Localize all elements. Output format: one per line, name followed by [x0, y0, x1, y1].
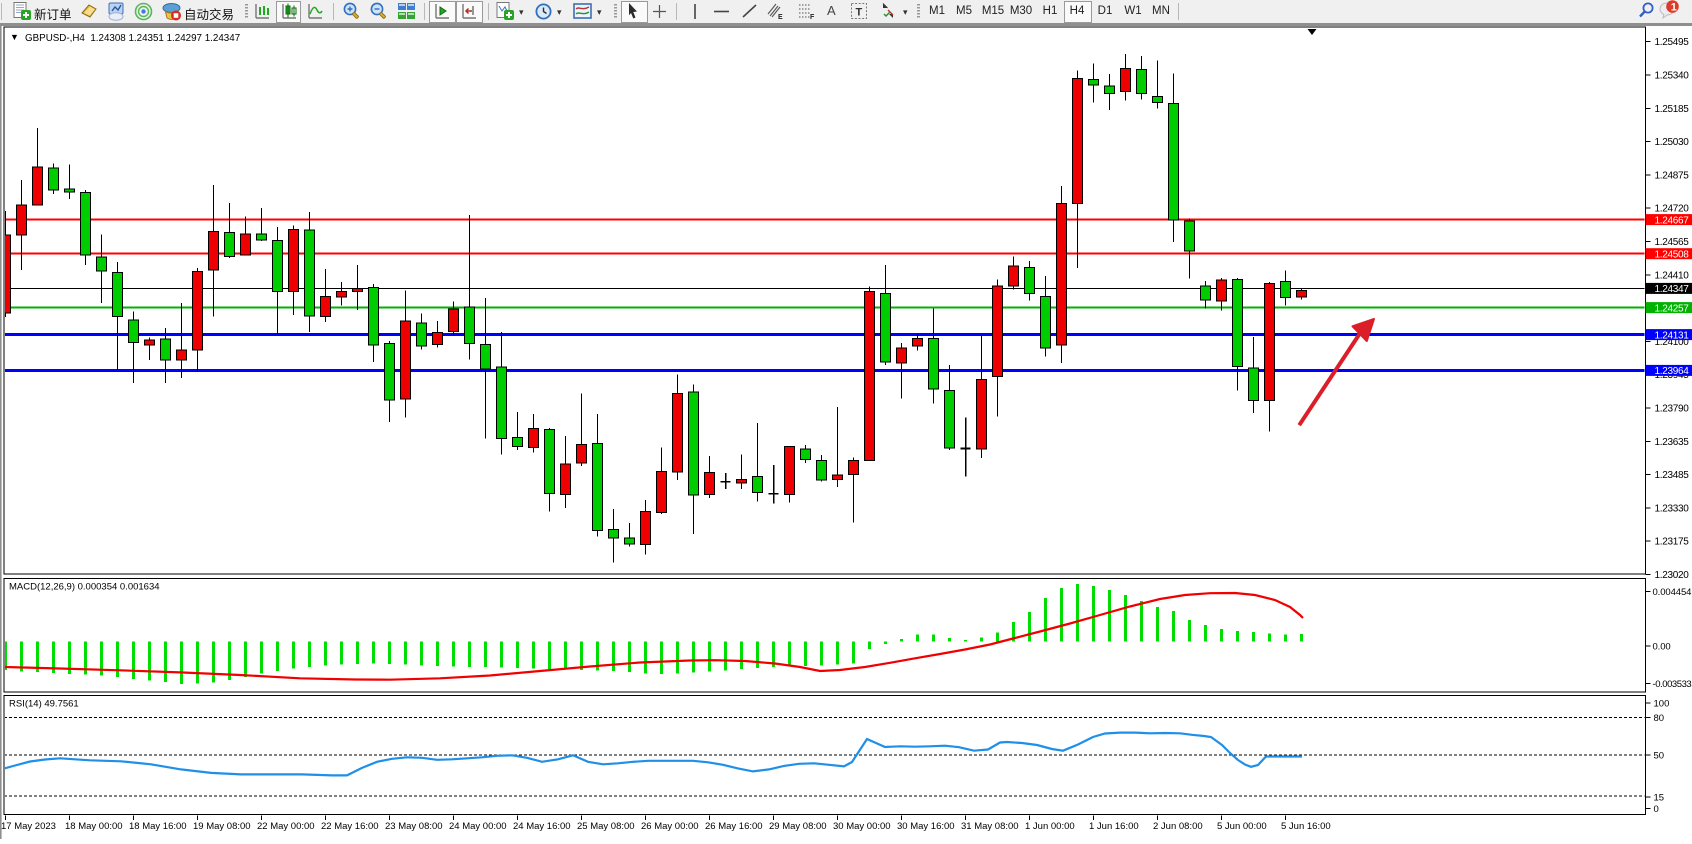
svg-text:1.24131: 1.24131 — [1655, 330, 1690, 341]
svg-text:29 May 08:00: 29 May 08:00 — [769, 821, 827, 832]
svg-text:50: 50 — [1654, 751, 1665, 762]
svg-text:1.24508: 1.24508 — [1655, 250, 1690, 261]
svg-text:1.24410: 1.24410 — [1655, 270, 1690, 281]
svg-text:17 May 2023: 17 May 2023 — [1, 821, 56, 832]
svg-text:80: 80 — [1654, 713, 1665, 724]
svg-text:5 Jun 00:00: 5 Jun 00:00 — [1217, 821, 1267, 832]
svg-text:23 May 08:00: 23 May 08:00 — [385, 821, 443, 832]
svg-text:1.24347: 1.24347 — [1655, 284, 1690, 295]
svg-text:▼: ▼ — [10, 32, 19, 42]
svg-text:1.24667: 1.24667 — [1655, 215, 1690, 226]
svg-text:0.004454: 0.004454 — [1653, 587, 1692, 598]
svg-text:18 May 00:00: 18 May 00:00 — [65, 821, 123, 832]
svg-text:18 May 16:00: 18 May 16:00 — [129, 821, 187, 832]
svg-text:1.25495: 1.25495 — [1655, 37, 1690, 48]
svg-text:30 May 16:00: 30 May 16:00 — [897, 821, 955, 832]
svg-text:1.23330: 1.23330 — [1655, 503, 1690, 514]
svg-text:5 Jun 16:00: 5 Jun 16:00 — [1281, 821, 1331, 832]
svg-text:GBPUSD-,H4 1.24308 1.24351 1.: GBPUSD-,H4 1.24308 1.24351 1.24297 1.243… — [25, 33, 240, 44]
svg-text:24 May 16:00: 24 May 16:00 — [513, 821, 571, 832]
svg-text:1.25030: 1.25030 — [1655, 137, 1690, 148]
svg-text:1 Jun 00:00: 1 Jun 00:00 — [1025, 821, 1075, 832]
svg-text:30 May 00:00: 30 May 00:00 — [833, 821, 891, 832]
svg-text:1.25185: 1.25185 — [1655, 104, 1690, 115]
svg-text:1.25340: 1.25340 — [1655, 71, 1690, 82]
svg-text:F: F — [810, 14, 815, 21]
svg-text:-0.003533: -0.003533 — [1653, 679, 1692, 690]
svg-text:25 May 08:00: 25 May 08:00 — [577, 821, 635, 832]
svg-text:2 Jun 08:00: 2 Jun 08:00 — [1153, 821, 1203, 832]
svg-text:1 Jun 16:00: 1 Jun 16:00 — [1089, 821, 1139, 832]
svg-text:1.24565: 1.24565 — [1655, 237, 1690, 248]
svg-text:1: 1 — [1671, 1, 1677, 13]
svg-text:1.24257: 1.24257 — [1655, 303, 1690, 314]
svg-text:22 May 16:00: 22 May 16:00 — [321, 821, 379, 832]
svg-text:22 May 00:00: 22 May 00:00 — [257, 821, 315, 832]
svg-text:15: 15 — [1654, 793, 1665, 804]
svg-text:24 May 00:00: 24 May 00:00 — [449, 821, 507, 832]
svg-text:T: T — [856, 7, 863, 19]
svg-text:1.23790: 1.23790 — [1655, 404, 1690, 415]
svg-text:100: 100 — [1654, 699, 1670, 710]
svg-text:31 May 08:00: 31 May 08:00 — [961, 821, 1019, 832]
svg-text:MACD(12,26,9) 0.000354 0.00163: MACD(12,26,9) 0.000354 0.001634 — [9, 582, 160, 593]
svg-text:1.24720: 1.24720 — [1655, 204, 1690, 215]
svg-text:26 May 16:00: 26 May 16:00 — [705, 821, 763, 832]
svg-text:0: 0 — [1654, 804, 1659, 815]
svg-text:0.00: 0.00 — [1653, 642, 1671, 653]
svg-text:RSI(14) 49.7561: RSI(14) 49.7561 — [9, 699, 79, 710]
svg-text:1.24875: 1.24875 — [1655, 170, 1690, 181]
svg-text:E: E — [778, 14, 783, 21]
svg-text:1.23020: 1.23020 — [1655, 570, 1690, 581]
svg-text:1.23635: 1.23635 — [1655, 437, 1690, 448]
svg-text:1.23485: 1.23485 — [1655, 470, 1690, 481]
svg-text:1.23964: 1.23964 — [1655, 366, 1690, 377]
svg-text:19 May 08:00: 19 May 08:00 — [193, 821, 251, 832]
svg-text:26 May 00:00: 26 May 00:00 — [641, 821, 699, 832]
svg-text:1.23175: 1.23175 — [1655, 537, 1690, 548]
